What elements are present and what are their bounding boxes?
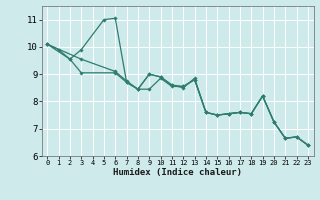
X-axis label: Humidex (Indice chaleur): Humidex (Indice chaleur) [113, 168, 242, 177]
